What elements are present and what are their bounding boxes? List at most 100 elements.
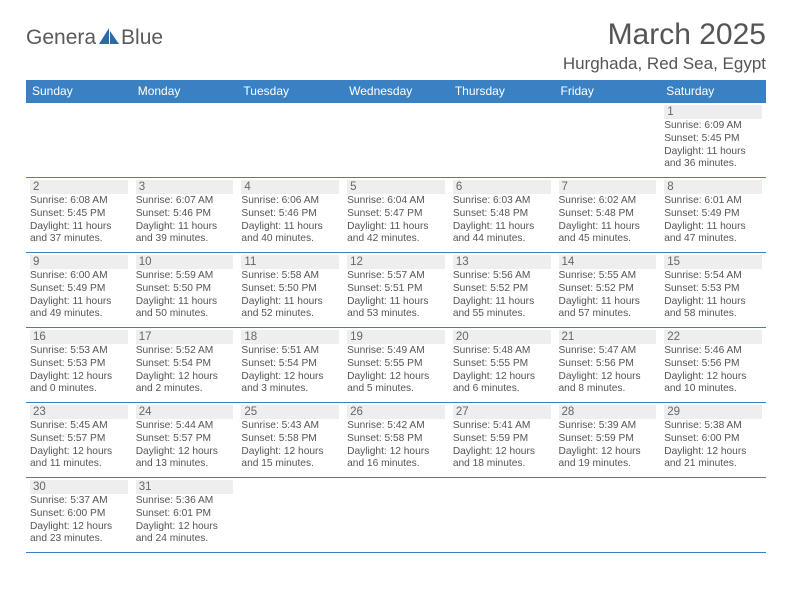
title-block: March 2025 Hurghada, Red Sea, Egypt (563, 18, 766, 74)
calendar-cell (343, 478, 449, 553)
calendar-cell: 27Sunrise: 5:41 AMSunset: 5:59 PMDayligh… (449, 403, 555, 478)
weekday-header: Thursday (449, 80, 555, 103)
cell-details: Sunrise: 6:06 AMSunset: 5:46 PMDaylight:… (241, 195, 339, 246)
daylight-text: Daylight: 11 hours and 52 minutes. (241, 296, 339, 322)
daylight-text: Daylight: 11 hours and 53 minutes. (347, 296, 445, 322)
calendar-cell: 12Sunrise: 5:57 AMSunset: 5:51 PMDayligh… (343, 253, 449, 328)
weekday-header: Friday (555, 80, 661, 103)
month-title: March 2025 (563, 18, 766, 52)
sunset-text: Sunset: 5:48 PM (559, 208, 657, 221)
cell-details: Sunrise: 5:37 AMSunset: 6:00 PMDaylight:… (30, 495, 128, 546)
weekday-header: Sunday (26, 80, 132, 103)
daylight-text: Daylight: 12 hours and 13 minutes. (136, 446, 234, 472)
day-number: 27 (453, 405, 551, 419)
calendar-cell (449, 103, 555, 178)
daylight-text: Daylight: 11 hours and 45 minutes. (559, 221, 657, 247)
cell-details: Sunrise: 5:44 AMSunset: 5:57 PMDaylight:… (136, 420, 234, 471)
day-number: 4 (241, 180, 339, 194)
sunrise-text: Sunrise: 6:04 AM (347, 195, 445, 208)
day-number: 20 (453, 330, 551, 344)
sunrise-text: Sunrise: 5:46 AM (664, 345, 762, 358)
daylight-text: Daylight: 11 hours and 50 minutes. (136, 296, 234, 322)
day-number: 11 (241, 255, 339, 269)
daylight-text: Daylight: 12 hours and 5 minutes. (347, 371, 445, 397)
day-number: 2 (30, 180, 128, 194)
day-number: 8 (664, 180, 762, 194)
sunset-text: Sunset: 5:46 PM (241, 208, 339, 221)
sunrise-text: Sunrise: 6:06 AM (241, 195, 339, 208)
sunrise-text: Sunrise: 5:42 AM (347, 420, 445, 433)
sunset-text: Sunset: 5:58 PM (241, 433, 339, 446)
calendar-cell (660, 478, 766, 553)
cell-details: Sunrise: 5:41 AMSunset: 5:59 PMDaylight:… (453, 420, 551, 471)
sunset-text: Sunset: 5:55 PM (347, 358, 445, 371)
sunset-text: Sunset: 5:52 PM (559, 283, 657, 296)
cell-details: Sunrise: 5:51 AMSunset: 5:54 PMDaylight:… (241, 345, 339, 396)
cell-details: Sunrise: 5:47 AMSunset: 5:56 PMDaylight:… (559, 345, 657, 396)
sunset-text: Sunset: 6:01 PM (136, 508, 234, 521)
calendar-cell: 9Sunrise: 6:00 AMSunset: 5:49 PMDaylight… (26, 253, 132, 328)
cell-details: Sunrise: 5:52 AMSunset: 5:54 PMDaylight:… (136, 345, 234, 396)
day-number: 23 (30, 405, 128, 419)
cell-details: Sunrise: 5:48 AMSunset: 5:55 PMDaylight:… (453, 345, 551, 396)
calendar-cell: 2Sunrise: 6:08 AMSunset: 5:45 PMDaylight… (26, 178, 132, 253)
weekday-header: Wednesday (343, 80, 449, 103)
calendar-cell (26, 103, 132, 178)
page-header: Genera Blue March 2025 Hurghada, Red Sea… (26, 18, 766, 74)
sunset-text: Sunset: 5:59 PM (453, 433, 551, 446)
day-number: 19 (347, 330, 445, 344)
sunset-text: Sunset: 5:54 PM (241, 358, 339, 371)
sunset-text: Sunset: 5:57 PM (30, 433, 128, 446)
sunset-text: Sunset: 5:47 PM (347, 208, 445, 221)
day-number: 30 (30, 480, 128, 494)
daylight-text: Daylight: 12 hours and 11 minutes. (30, 446, 128, 472)
sunset-text: Sunset: 5:53 PM (30, 358, 128, 371)
calendar-row: 2Sunrise: 6:08 AMSunset: 5:45 PMDaylight… (26, 178, 766, 253)
daylight-text: Daylight: 12 hours and 10 minutes. (664, 371, 762, 397)
cell-details: Sunrise: 5:54 AMSunset: 5:53 PMDaylight:… (664, 270, 762, 321)
calendar-cell: 14Sunrise: 5:55 AMSunset: 5:52 PMDayligh… (555, 253, 661, 328)
sunset-text: Sunset: 5:50 PM (136, 283, 234, 296)
calendar-cell: 23Sunrise: 5:45 AMSunset: 5:57 PMDayligh… (26, 403, 132, 478)
daylight-text: Daylight: 12 hours and 16 minutes. (347, 446, 445, 472)
day-number: 28 (559, 405, 657, 419)
weekday-header-row: Sunday Monday Tuesday Wednesday Thursday… (26, 80, 766, 103)
sunrise-text: Sunrise: 5:38 AM (664, 420, 762, 433)
weekday-header: Tuesday (237, 80, 343, 103)
day-number: 14 (559, 255, 657, 269)
cell-details: Sunrise: 5:53 AMSunset: 5:53 PMDaylight:… (30, 345, 128, 396)
daylight-text: Daylight: 11 hours and 42 minutes. (347, 221, 445, 247)
sunset-text: Sunset: 5:53 PM (664, 283, 762, 296)
calendar-row: 16Sunrise: 5:53 AMSunset: 5:53 PMDayligh… (26, 328, 766, 403)
calendar-cell: 11Sunrise: 5:58 AMSunset: 5:50 PMDayligh… (237, 253, 343, 328)
sunrise-text: Sunrise: 5:49 AM (347, 345, 445, 358)
sunrise-text: Sunrise: 6:08 AM (30, 195, 128, 208)
calendar-cell: 16Sunrise: 5:53 AMSunset: 5:53 PMDayligh… (26, 328, 132, 403)
day-number: 13 (453, 255, 551, 269)
sunrise-text: Sunrise: 5:58 AM (241, 270, 339, 283)
daylight-text: Daylight: 12 hours and 3 minutes. (241, 371, 339, 397)
calendar-cell: 30Sunrise: 5:37 AMSunset: 6:00 PMDayligh… (26, 478, 132, 553)
sunset-text: Sunset: 5:50 PM (241, 283, 339, 296)
daylight-text: Daylight: 11 hours and 39 minutes. (136, 221, 234, 247)
cell-details: Sunrise: 6:07 AMSunset: 5:46 PMDaylight:… (136, 195, 234, 246)
daylight-text: Daylight: 12 hours and 0 minutes. (30, 371, 128, 397)
cell-details: Sunrise: 5:56 AMSunset: 5:52 PMDaylight:… (453, 270, 551, 321)
calendar-table: Sunday Monday Tuesday Wednesday Thursday… (26, 80, 766, 553)
cell-details: Sunrise: 6:00 AMSunset: 5:49 PMDaylight:… (30, 270, 128, 321)
day-number: 16 (30, 330, 128, 344)
sunrise-text: Sunrise: 6:03 AM (453, 195, 551, 208)
calendar-cell: 31Sunrise: 5:36 AMSunset: 6:01 PMDayligh… (132, 478, 238, 553)
daylight-text: Daylight: 12 hours and 18 minutes. (453, 446, 551, 472)
day-number: 18 (241, 330, 339, 344)
cell-details: Sunrise: 5:58 AMSunset: 5:50 PMDaylight:… (241, 270, 339, 321)
sunset-text: Sunset: 6:00 PM (664, 433, 762, 446)
calendar-cell: 21Sunrise: 5:47 AMSunset: 5:56 PMDayligh… (555, 328, 661, 403)
daylight-text: Daylight: 11 hours and 40 minutes. (241, 221, 339, 247)
calendar-cell: 13Sunrise: 5:56 AMSunset: 5:52 PMDayligh… (449, 253, 555, 328)
calendar-cell: 15Sunrise: 5:54 AMSunset: 5:53 PMDayligh… (660, 253, 766, 328)
daylight-text: Daylight: 11 hours and 44 minutes. (453, 221, 551, 247)
sunset-text: Sunset: 5:49 PM (30, 283, 128, 296)
sunset-text: Sunset: 5:46 PM (136, 208, 234, 221)
sunrise-text: Sunrise: 5:36 AM (136, 495, 234, 508)
